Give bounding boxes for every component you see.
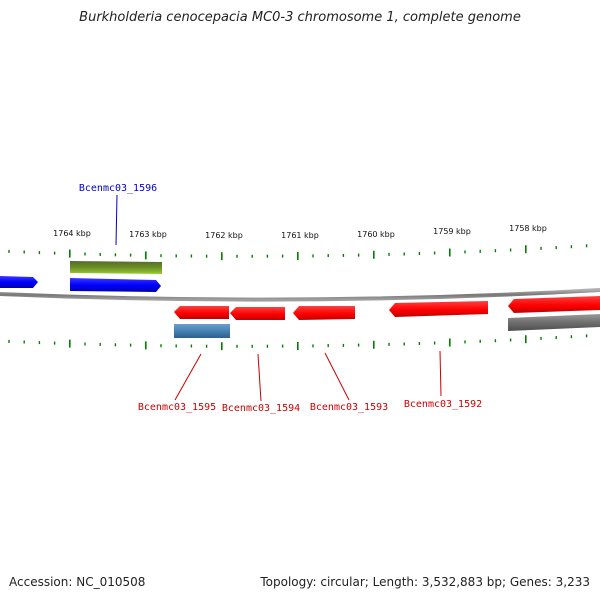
scale-label: 1760 kbp [357, 230, 395, 239]
gene-label[interactable]: Bcenmc03_1592 [404, 399, 482, 410]
chromosome-backbone [0, 288, 600, 302]
gene-label[interactable]: Bcenmc03_1595 [138, 402, 216, 413]
genome-summary-text: Topology: circular; Length: 3,532,883 bp… [260, 575, 590, 589]
leader-line-bcenmc03-1594 [257, 353, 262, 402]
gene-label[interactable]: Bcenmc03_1594 [222, 403, 300, 414]
outer-tick-row [8, 244, 588, 261]
accession-text: Accession: NC_010508 [9, 575, 146, 589]
cds-reverse-bcenmc03-1595[interactable] [174, 306, 229, 319]
gene-label[interactable]: Bcenmc03_1593 [310, 402, 388, 413]
scale-label: 1759 kbp [433, 227, 471, 236]
gene-feature-bcenmc03-1595[interactable] [174, 324, 230, 338]
leader-line-bcenmc03-1593 [324, 352, 350, 401]
scale-label: 1758 kbp [509, 224, 547, 233]
gene-feature-right-edge[interactable] [508, 314, 600, 331]
leader-line-bcenmc03-1595 [174, 353, 202, 401]
scale-label: 1761 kbp [281, 231, 319, 240]
gene-feature-bcenmc03-1596[interactable] [70, 261, 162, 274]
cds-forward-bcenmc03-1596[interactable] [70, 278, 161, 292]
inner-tick-row [8, 334, 588, 351]
cds-reverse-bcenmc03-1592[interactable] [389, 301, 488, 317]
scale-label: 1764 kbp [53, 229, 91, 238]
cds-reverse-right-edge[interactable] [508, 296, 600, 313]
scale-label: 1763 kbp [129, 230, 167, 239]
cds-reverse-bcenmc03-1594[interactable] [230, 307, 285, 320]
leader-line-bcenmc03-1592 [439, 350, 442, 397]
cds-reverse-bcenmc03-1593[interactable] [293, 306, 355, 320]
map-title: Burkholderia cenocepacia MC0-3 chromosom… [79, 10, 521, 25]
gene-label[interactable]: Bcenmc03_1596 [79, 183, 157, 194]
leader-line-bcenmc03-1596 [115, 194, 118, 246]
scale-label: 1762 kbp [205, 231, 243, 240]
cds-forward-left-edge[interactable] [0, 276, 38, 288]
